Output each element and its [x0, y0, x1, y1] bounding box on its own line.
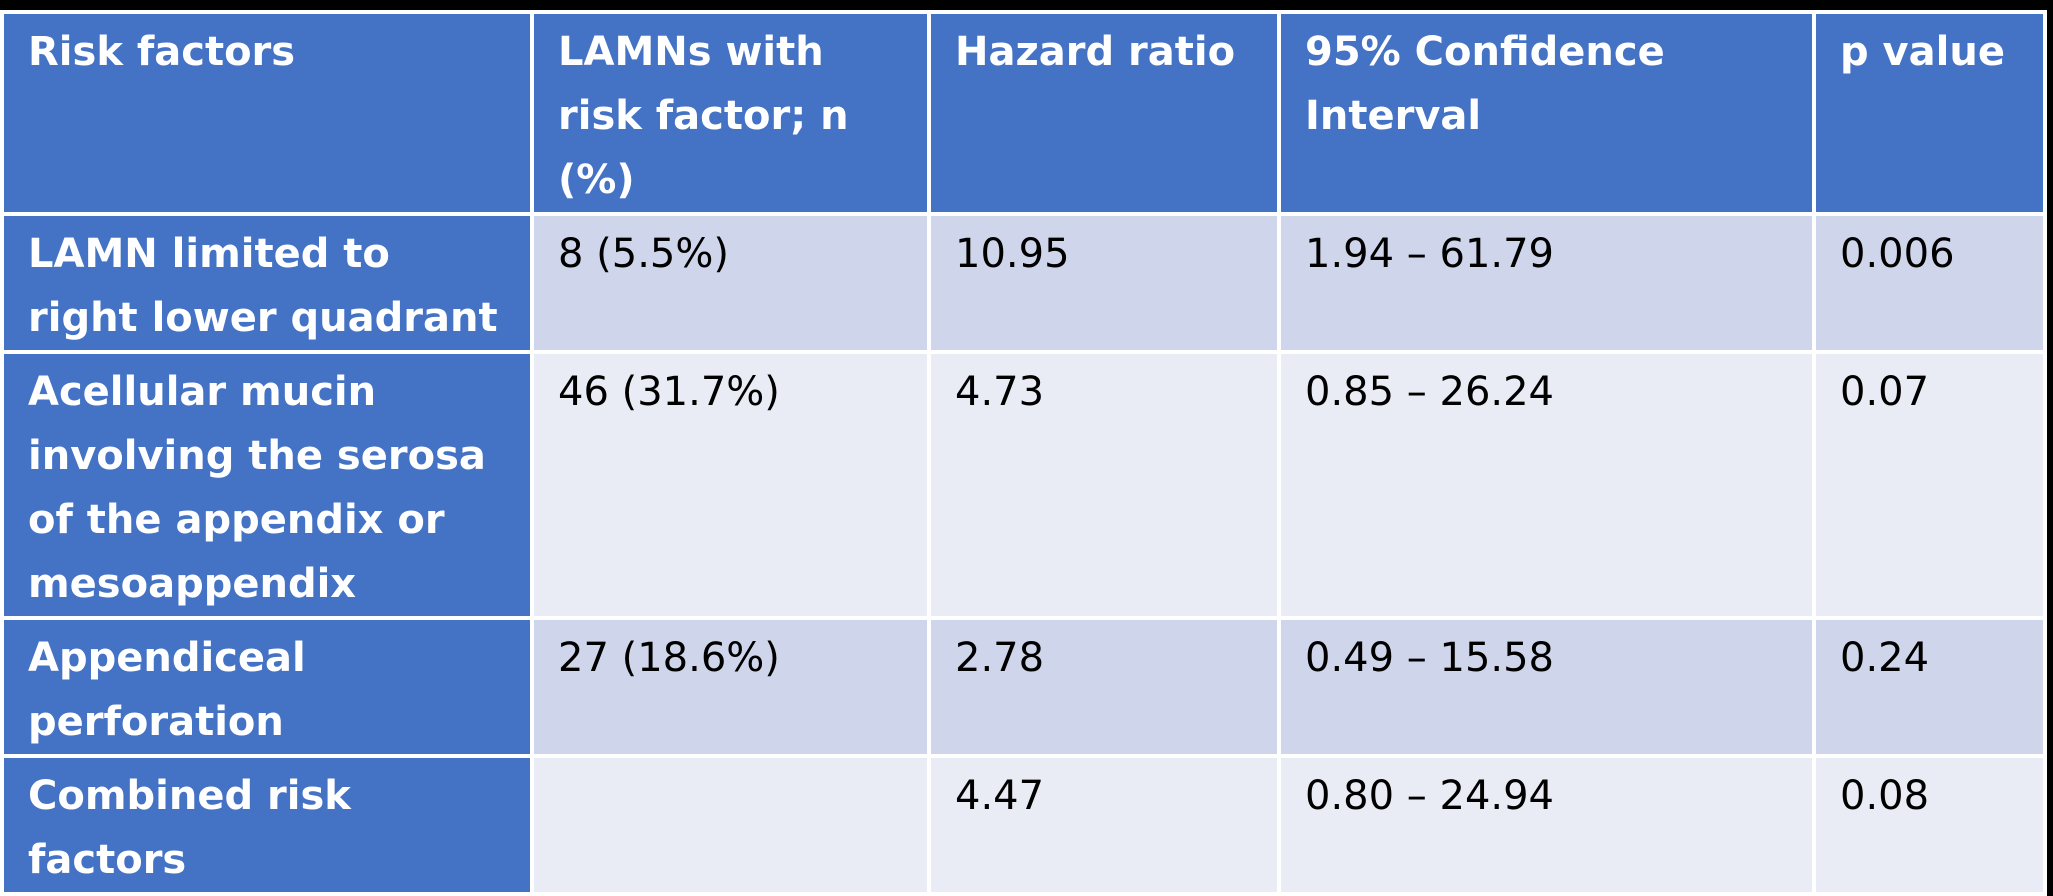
cell-confidence-interval: 0.85 – 26.24 — [1277, 350, 1816, 620]
risk-factors-table: Risk factors LAMNs with risk factor; n (… — [0, 10, 2047, 896]
row-risk-factor-label: Acellular mucin involving the serosa of … — [0, 350, 534, 620]
cell-hazard-ratio: 4.47 — [927, 754, 1281, 896]
cell-p-value: 0.07 — [1812, 350, 2047, 620]
cell-confidence-interval: 0.80 – 24.94 — [1277, 754, 1816, 896]
cell-count: 46 (31.7%) — [530, 350, 931, 620]
cell-count: 27 (18.6%) — [530, 616, 931, 758]
cell-p-value: 0.24 — [1812, 616, 2047, 758]
cell-p-value: 0.08 — [1812, 754, 2047, 896]
table-row: LAMN limited to right lower quadrant 8 (… — [0, 212, 2047, 354]
cell-hazard-ratio: 2.78 — [927, 616, 1281, 758]
cell-hazard-ratio: 4.73 — [927, 350, 1281, 620]
cell-hazard-ratio: 10.95 — [927, 212, 1281, 354]
header-lamns-count: LAMNs with risk factor; n (%) — [530, 10, 931, 216]
header-confidence-interval: 95% Confidence Interval — [1277, 10, 1816, 216]
header-hazard-ratio: Hazard ratio — [927, 10, 1281, 216]
table-row: Appendiceal perforation 27 (18.6%) 2.78 … — [0, 616, 2047, 758]
table-row: Combined risk factors 4.47 0.80 – 24.94 … — [0, 754, 2047, 896]
header-p-value: p value — [1812, 10, 2047, 216]
row-risk-factor-label: Combined risk factors — [0, 754, 534, 896]
row-risk-factor-label: LAMN limited to right lower quadrant — [0, 212, 534, 354]
cell-confidence-interval: 0.49 – 15.58 — [1277, 616, 1816, 758]
cell-count — [530, 754, 931, 896]
table-row: Acellular mucin involving the serosa of … — [0, 350, 2047, 620]
cell-count: 8 (5.5%) — [530, 212, 931, 354]
header-risk-factors: Risk factors — [0, 10, 534, 216]
slide-table-container: Risk factors LAMNs with risk factor; n (… — [0, 10, 2047, 896]
table-header-row: Risk factors LAMNs with risk factor; n (… — [0, 10, 2047, 216]
cell-confidence-interval: 1.94 – 61.79 — [1277, 212, 1816, 354]
row-risk-factor-label: Appendiceal perforation — [0, 616, 534, 758]
cell-p-value: 0.006 — [1812, 212, 2047, 354]
